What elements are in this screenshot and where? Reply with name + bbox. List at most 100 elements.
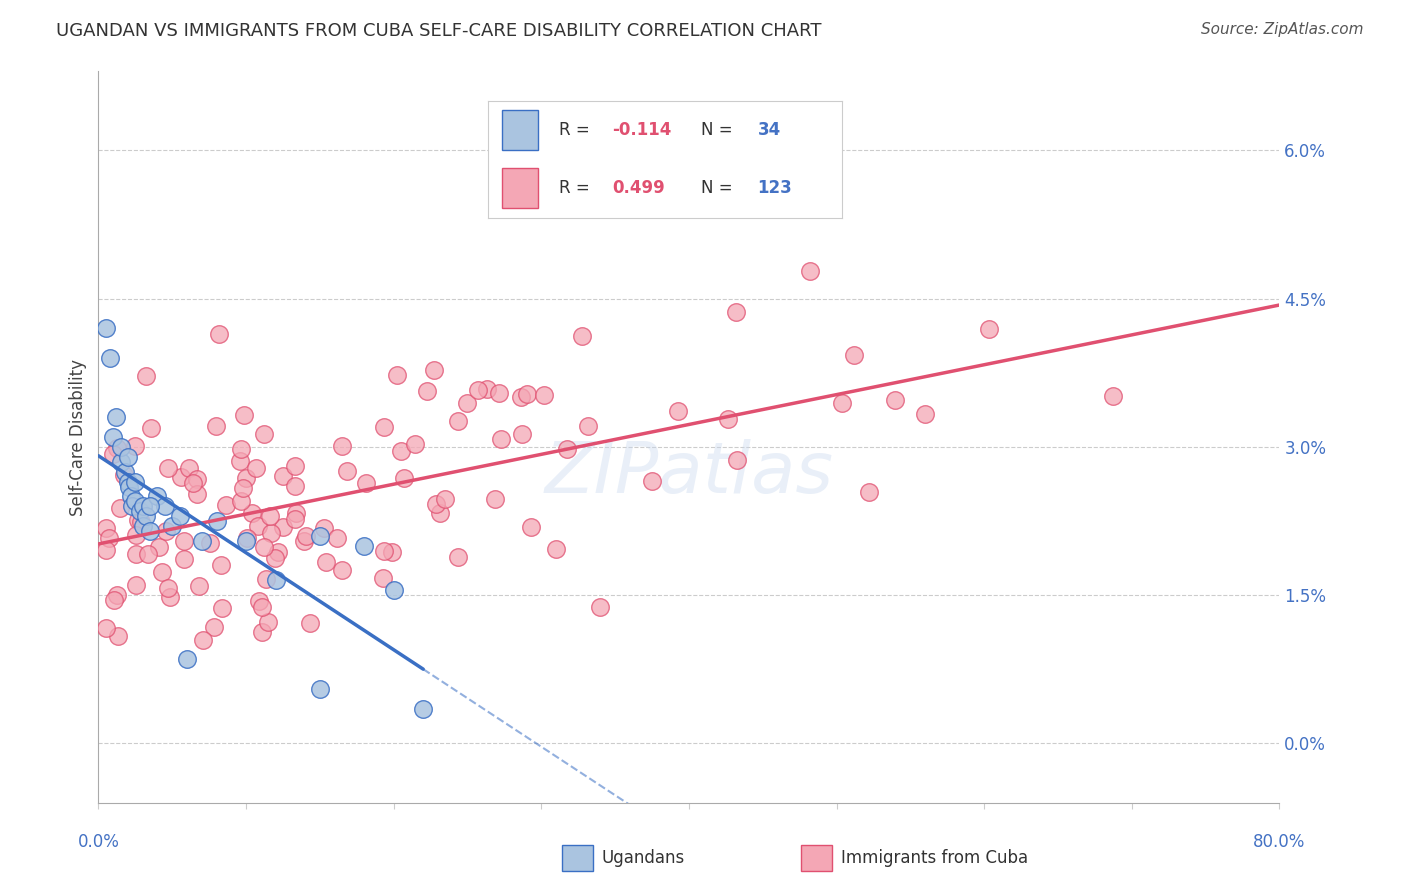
Point: [977, 321, 1000, 335]
Point: [392, 470, 415, 484]
Point: [257, 615, 280, 630]
Point: [724, 305, 747, 319]
Point: [309, 529, 332, 543]
Point: [135, 509, 157, 524]
Point: [208, 326, 231, 341]
Point: [884, 393, 907, 408]
Point: [353, 539, 375, 553]
Point: [132, 500, 155, 514]
Point: [240, 506, 263, 520]
Point: [429, 506, 451, 520]
Text: 80.0%: 80.0%: [1253, 833, 1306, 851]
Point: [94, 621, 117, 635]
Point: [186, 487, 208, 501]
Text: Immigrants from Cuba: Immigrants from Cuba: [841, 849, 1028, 867]
Point: [235, 532, 257, 546]
Point: [284, 459, 307, 474]
Point: [112, 467, 135, 482]
Point: [253, 540, 276, 554]
Point: [371, 571, 394, 585]
Point: [107, 588, 129, 602]
Point: [799, 264, 821, 278]
Point: [489, 432, 512, 446]
Point: [103, 430, 125, 444]
Point: [150, 565, 173, 579]
Point: [354, 475, 377, 490]
Point: [233, 408, 256, 422]
Point: [425, 497, 447, 511]
Point: [215, 498, 238, 512]
Point: [202, 620, 225, 634]
Point: [456, 396, 478, 410]
Point: [314, 521, 336, 535]
Point: [404, 436, 426, 450]
Point: [336, 464, 359, 478]
Point: [267, 545, 290, 559]
Y-axis label: Self-Care Disability: Self-Care Disability: [69, 359, 87, 516]
Point: [467, 383, 489, 397]
Point: [176, 652, 198, 666]
Point: [94, 543, 117, 558]
Point: [831, 396, 853, 410]
Point: [128, 504, 150, 518]
Point: [173, 552, 195, 566]
Point: [510, 427, 533, 442]
Point: [132, 519, 155, 533]
Point: [914, 407, 936, 421]
Point: [298, 615, 321, 630]
Point: [271, 468, 294, 483]
Point: [309, 682, 332, 697]
Point: [187, 579, 209, 593]
Point: [124, 475, 146, 489]
Point: [191, 633, 214, 648]
Point: [205, 514, 228, 528]
Point: [120, 489, 142, 503]
Text: Source: ZipAtlas.com: Source: ZipAtlas.com: [1201, 22, 1364, 37]
Text: UGANDAN VS IMMIGRANTS FROM CUBA SELF-CARE DISABILITY CORRELATION CHART: UGANDAN VS IMMIGRANTS FROM CUBA SELF-CAR…: [56, 22, 821, 40]
Point: [135, 369, 157, 384]
Point: [260, 526, 283, 541]
Point: [125, 527, 148, 541]
Point: [159, 590, 181, 604]
Point: [124, 494, 146, 508]
Text: 0.0%: 0.0%: [77, 833, 120, 851]
Point: [423, 363, 446, 377]
Point: [229, 493, 252, 508]
Point: [725, 453, 748, 467]
Point: [125, 547, 148, 561]
Point: [107, 629, 129, 643]
Point: [157, 582, 180, 596]
Point: [284, 478, 307, 492]
Point: [245, 460, 267, 475]
Point: [105, 410, 128, 425]
Point: [117, 475, 139, 489]
Point: [173, 533, 195, 548]
Point: [114, 465, 136, 479]
Point: [389, 444, 412, 458]
Point: [544, 541, 567, 556]
Point: [264, 574, 287, 588]
Point: [141, 421, 163, 435]
Point: [717, 412, 740, 426]
Point: [516, 387, 538, 401]
Point: [232, 481, 254, 495]
Point: [254, 572, 277, 586]
Point: [177, 460, 200, 475]
Point: [315, 555, 337, 569]
Point: [148, 541, 170, 555]
Point: [576, 418, 599, 433]
Point: [110, 455, 132, 469]
Point: [253, 426, 276, 441]
Point: [200, 535, 222, 549]
Point: [110, 440, 132, 454]
Point: [235, 470, 257, 484]
Point: [446, 550, 468, 565]
Point: [589, 600, 612, 615]
Text: ZIPatlas: ZIPatlas: [544, 439, 834, 508]
Point: [250, 625, 273, 640]
Point: [858, 485, 880, 500]
Point: [94, 521, 117, 535]
Point: [416, 384, 439, 398]
Point: [247, 594, 270, 608]
Point: [533, 388, 555, 402]
